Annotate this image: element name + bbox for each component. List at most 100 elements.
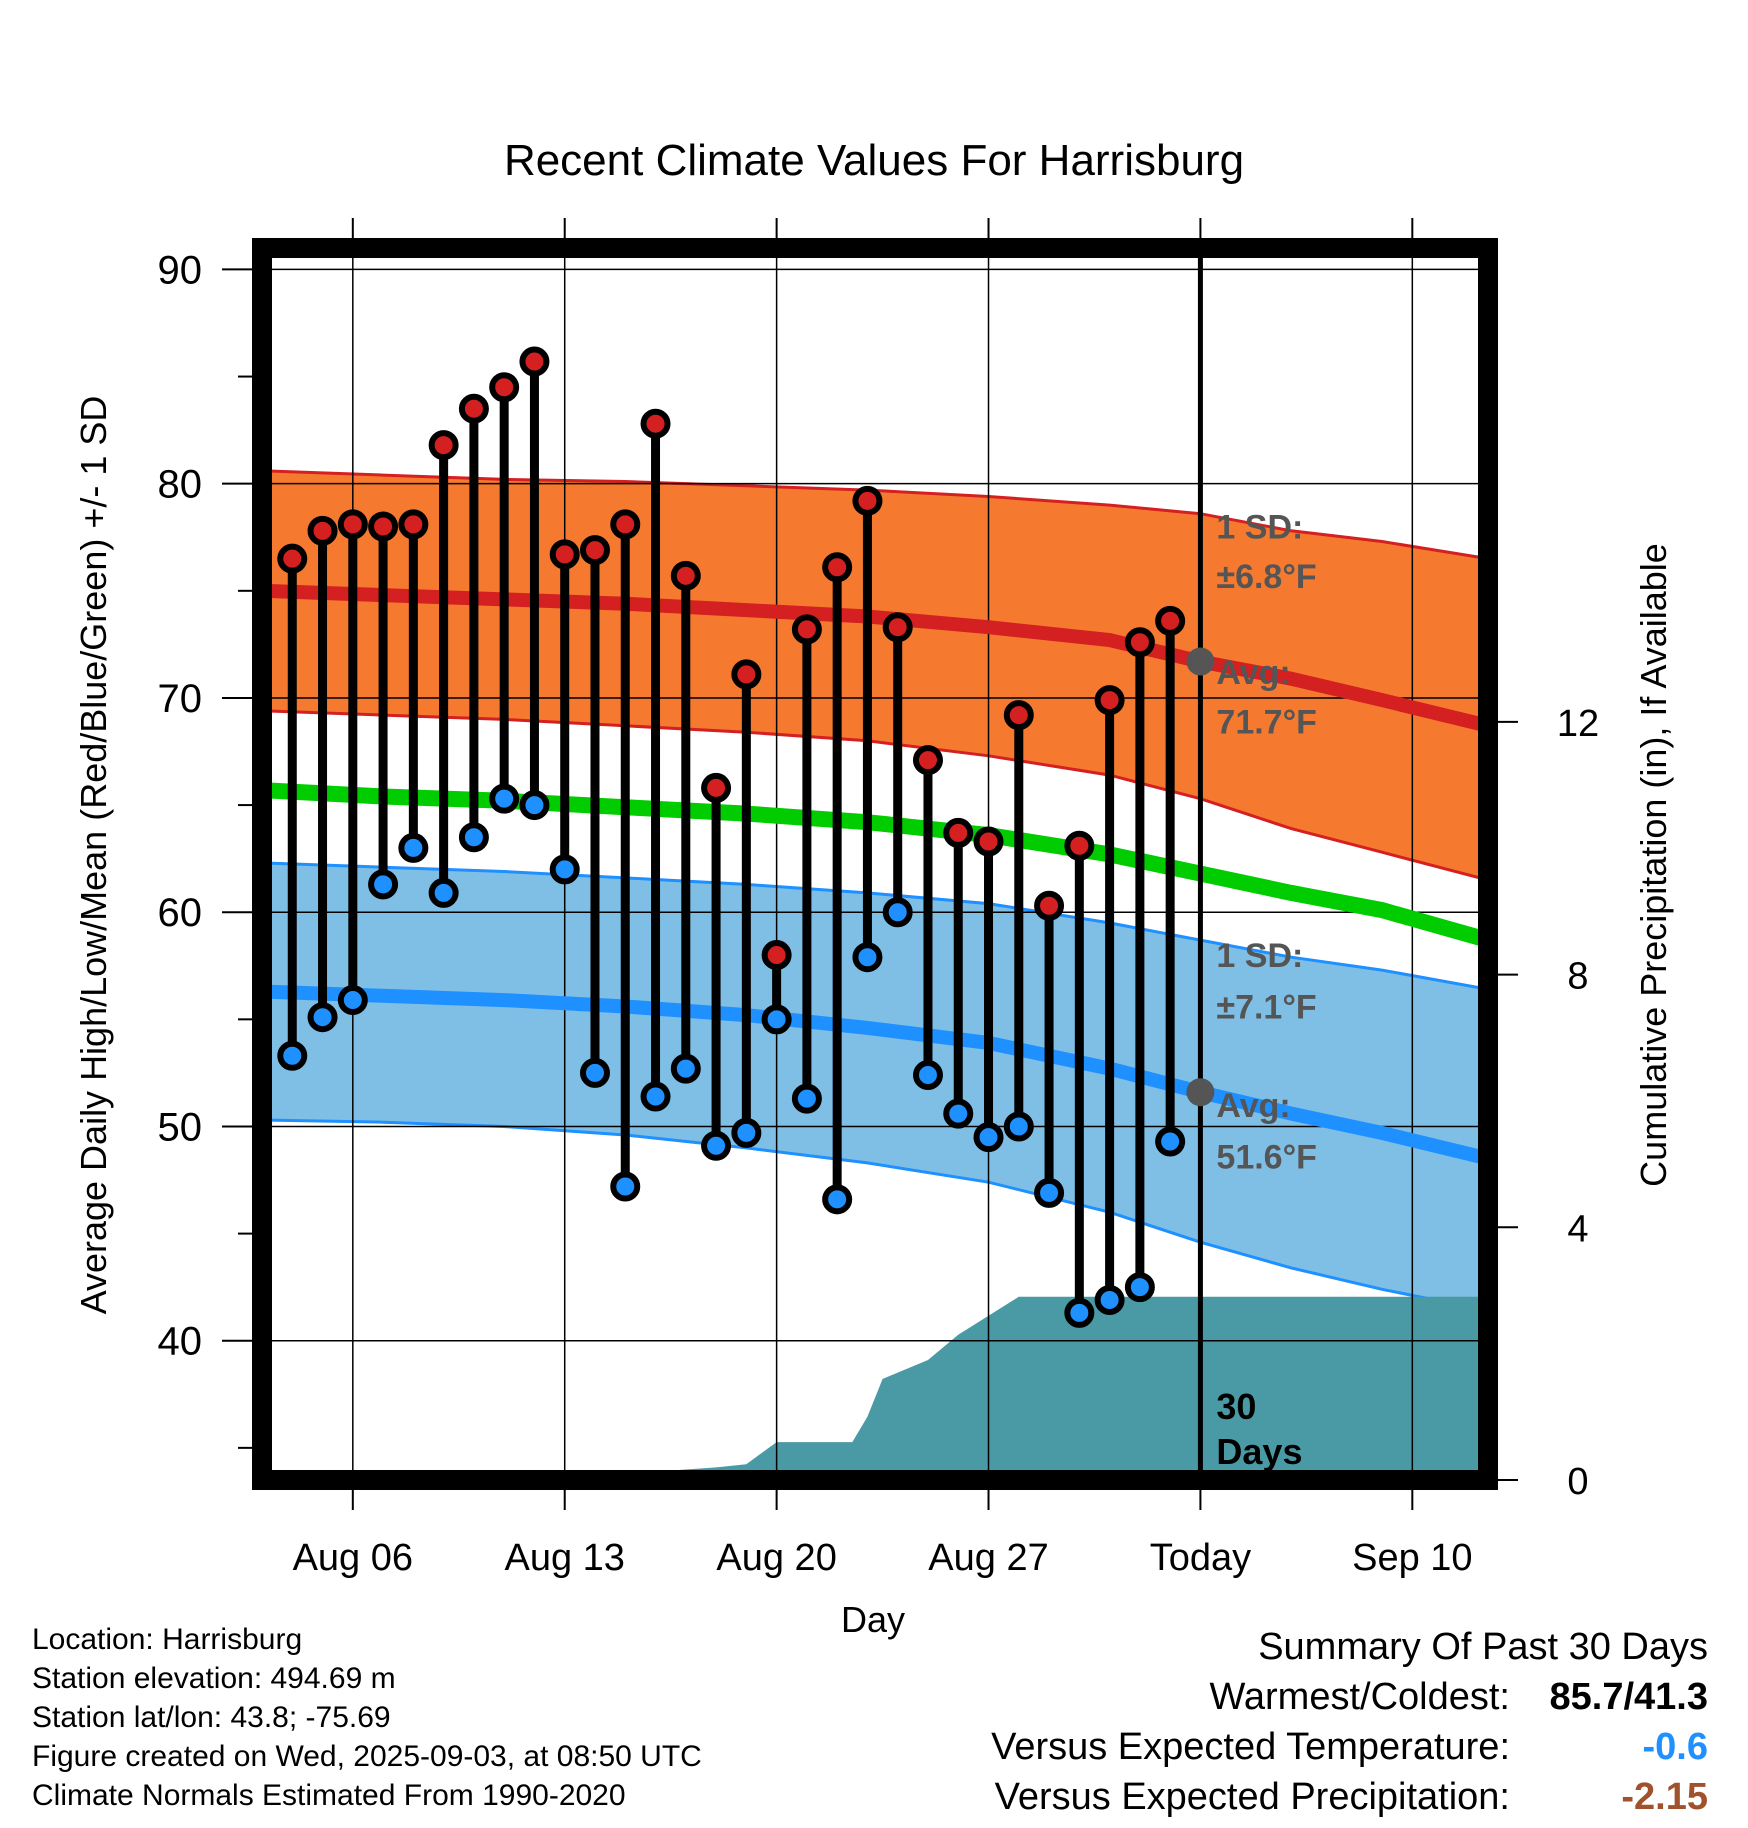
high-marker <box>670 560 701 591</box>
low-marker <box>1034 1177 1065 1208</box>
y2-tick-label: 4 <box>1567 1208 1588 1250</box>
high-marker <box>1064 830 1095 861</box>
high-marker <box>731 659 762 690</box>
daily-markers <box>277 346 1215 1328</box>
today-avg-marker <box>1186 647 1215 676</box>
y2-axis-label: Cumulative Precipitation (in), If Availa… <box>1633 543 1674 1187</box>
high-marker <box>610 509 641 540</box>
high-marker <box>761 940 792 971</box>
low-sd-label: 1 SD: <box>1216 937 1303 975</box>
plot-background <box>262 248 1488 1480</box>
temp-value: -0.6 <box>1642 1726 1708 1768</box>
warmest-label: Warmest/Coldest: <box>1209 1676 1510 1718</box>
low-marker <box>701 1130 732 1161</box>
low-marker <box>398 832 429 863</box>
y-axis-label: Average Daily High/Low/Mean (Red/Blue/Gr… <box>73 396 114 1315</box>
high-sd-label: 1 SD: <box>1216 509 1303 547</box>
low-marker <box>731 1117 762 1148</box>
low-avg-label: Avg: <box>1216 1087 1290 1125</box>
low-marker <box>1094 1285 1125 1316</box>
low-marker <box>277 1040 308 1071</box>
low-marker <box>670 1053 701 1084</box>
low-sd-band <box>262 862 1488 1311</box>
high-marker <box>519 346 550 377</box>
low-marker <box>368 869 399 900</box>
high-marker <box>368 511 399 542</box>
low-marker <box>549 854 580 885</box>
axis-ticks: 40 50 60 70 80 90 0 4 8 12 Aug 06 Aug 13 Aug 20 Aug 2… <box>158 218 1599 1579</box>
precip-label: Versus Expected Precipitation: <box>994 1776 1510 1818</box>
low-marker <box>973 1122 1004 1153</box>
low-marker <box>489 783 520 814</box>
precip-area <box>262 1296 1488 1480</box>
summary-precip-row: Versus Expected Precipitation: -2.15 <box>991 1772 1708 1822</box>
low-marker <box>1003 1111 1034 1142</box>
today-avg-marker <box>1186 1078 1215 1107</box>
high-avg-line <box>262 583 1488 733</box>
station-info: Location: Harrisburg Station elevation: … <box>32 1620 702 1815</box>
low-marker <box>852 942 883 973</box>
y-tick-label: 80 <box>158 463 203 507</box>
low-marker <box>307 1002 338 1033</box>
high-marker <box>337 509 368 540</box>
high-marker <box>489 372 520 403</box>
low-marker <box>791 1083 822 1114</box>
high-marker <box>791 614 822 645</box>
y2-tick-label: 12 <box>1557 703 1599 745</box>
high-marker <box>458 393 489 424</box>
high-marker <box>1034 890 1065 921</box>
y-tick-label: 60 <box>158 891 203 935</box>
high-marker <box>973 826 1004 857</box>
high-sd-band-upper-edge <box>262 469 1488 561</box>
elevation-text: Station elevation: 494.69 m <box>32 1662 396 1695</box>
low-marker <box>640 1081 671 1112</box>
days-count-label: 30 <box>1216 1386 1256 1427</box>
low-marker <box>610 1171 641 1202</box>
high-marker <box>549 539 580 570</box>
high-marker <box>398 509 429 540</box>
y-tick-label: 40 <box>158 1320 203 1364</box>
high-marker <box>640 408 671 439</box>
low-marker <box>519 790 550 821</box>
summary-warmest-row: Warmest/Coldest: 85.7/41.3 <box>991 1672 1708 1722</box>
x-axis-label: Day <box>841 1599 905 1640</box>
low-sd-value: ±7.1°F <box>1216 988 1316 1026</box>
high-marker <box>943 817 974 848</box>
high-marker <box>277 543 308 574</box>
x-tick-label: Aug 20 <box>716 1537 836 1579</box>
high-marker <box>307 515 338 546</box>
plot-area <box>262 248 1488 1480</box>
summary-panel: Summary Of Past 30 Days Warmest/Coldest:… <box>991 1622 1708 1822</box>
low-marker <box>882 897 913 928</box>
high-marker <box>701 772 732 803</box>
days-word-label: Days <box>1216 1431 1302 1472</box>
low-marker <box>761 1004 792 1035</box>
daily-range-stems <box>287 361 1175 1313</box>
high-marker <box>1155 605 1186 636</box>
summary-temp-row: Versus Expected Temperature: -0.6 <box>991 1722 1708 1772</box>
x-tick-label: Aug 27 <box>928 1537 1048 1579</box>
high-marker <box>428 430 459 461</box>
low-avg-value: 51.6°F <box>1216 1138 1317 1176</box>
location-text: Location: Harrisburg <box>32 1623 303 1656</box>
y-tick-label: 70 <box>158 677 203 721</box>
created-text: Figure created on Wed, 2025-09-03, at 08… <box>32 1740 702 1773</box>
latlon-text: Station lat/lon: 43.8; -75.69 <box>32 1701 391 1734</box>
temp-label: Versus Expected Temperature: <box>991 1726 1510 1768</box>
low-marker <box>912 1060 943 1091</box>
low-marker <box>428 877 459 908</box>
precip-value: -2.15 <box>1621 1776 1708 1818</box>
x-tick-label: Sep 10 <box>1352 1537 1472 1579</box>
high-marker <box>822 552 853 583</box>
high-sd-value: ±6.8°F <box>1216 558 1316 596</box>
normals-text: Climate Normals Estimated From 1990-2020 <box>32 1779 626 1812</box>
low-marker <box>579 1057 610 1088</box>
high-marker <box>1003 700 1034 731</box>
x-tick-label: Today <box>1150 1537 1251 1579</box>
x-tick-label: Aug 06 <box>293 1537 413 1579</box>
plot-border <box>252 238 1498 1490</box>
low-marker <box>458 822 489 853</box>
high-marker <box>1094 685 1125 716</box>
high-marker <box>852 485 883 516</box>
